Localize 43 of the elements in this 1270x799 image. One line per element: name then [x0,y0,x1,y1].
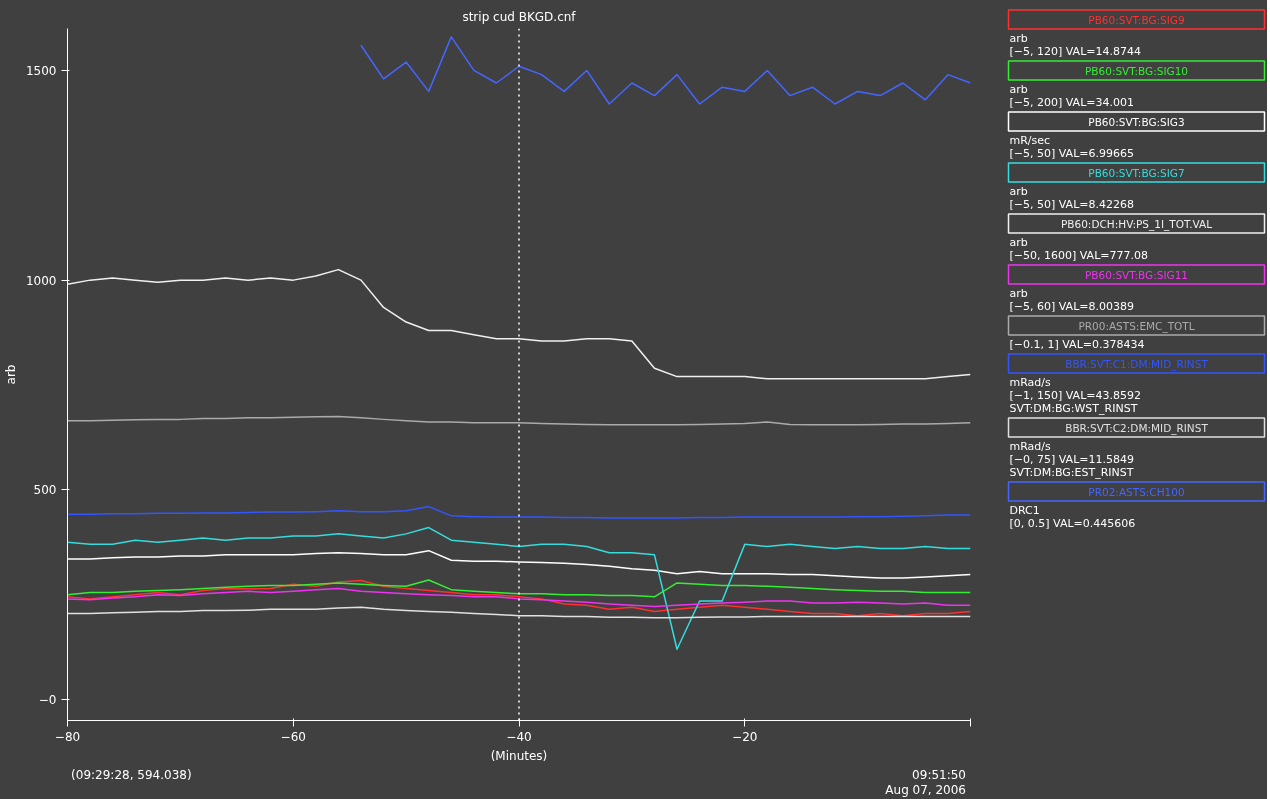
text: PB60:SVT:BG:SIG10 [1084,64,1189,77]
y-tick-label: −0 [38,693,57,708]
chart-title: strip cud BKGD.cnf [462,9,577,24]
y-tick-label: 500 [33,483,57,498]
text: arb [−50, 1600] VAL=777.08 [1009,235,1148,262]
text: BBR:SVT:C2:DM:MID_RINST [1065,421,1209,435]
x-tick-label: −40 [506,729,532,744]
text: (09:29:28, 594.038) [71,767,192,782]
line-series [360,36,971,105]
line-series [67,579,971,617]
text: PB60:DCH:HV:PS_1I_TOT.VAL [1060,217,1213,231]
text: arb [−5, 200] VAL=34.001 [1009,82,1134,109]
text: Aug 07, 2006 [885,782,967,797]
x-axis-title: (Minutes) [490,748,548,763]
text: arb [−5, 60] VAL=8.00389 [1009,286,1134,313]
line-series [67,579,971,598]
text: PB60:SVT:BG:SIG7 [1088,166,1185,179]
line-series [67,606,971,619]
line-series [67,526,971,650]
text: mR/sec [−5, 50] VAL=6.99665 [1009,133,1134,160]
x-tick-label: −60 [280,729,306,744]
text: [−0.1, 1] VAL=0.378434 [1009,337,1145,351]
text: PB60:SVT:BG:SIG11 [1084,268,1189,281]
line-series [67,505,971,519]
text: 09:51:50 [912,767,967,782]
y-axis-title: arb [3,364,18,385]
line-series [67,268,971,380]
text: arb [−5, 120] VAL=14.8744 [1009,31,1141,58]
line-series [67,587,971,608]
text: PB60:SVT:BG:SIG9 [1088,13,1185,26]
text: PB60:SVT:BG:SIG3 [1088,115,1185,128]
text: DRC1 [0, 0.5] VAL=0.445606 [1009,503,1136,530]
text: PR02:ASTS:CH100 [1088,485,1185,498]
x-tick-label: −80 [54,729,81,744]
text: mRad/s [−1, 150] VAL=43.8592 SVT:DM:BG:WST_RINST [1009,375,1141,415]
text: mRad/s [−0, 75] VAL=11.5849 SVT:DM:BG:EST_RINST [1009,439,1134,479]
line-series [67,415,971,426]
text: arb [−5, 50] VAL=8.42268 [1009,184,1134,211]
text: PR00:ASTS:EMC_TOTL [1078,319,1195,333]
y-tick-label: 1000 [25,273,57,288]
text: BBR:SVT:C1:DM:MID_RINST [1065,357,1209,371]
y-tick-label: 1500 [25,63,57,78]
x-tick-label: −20 [732,729,758,744]
